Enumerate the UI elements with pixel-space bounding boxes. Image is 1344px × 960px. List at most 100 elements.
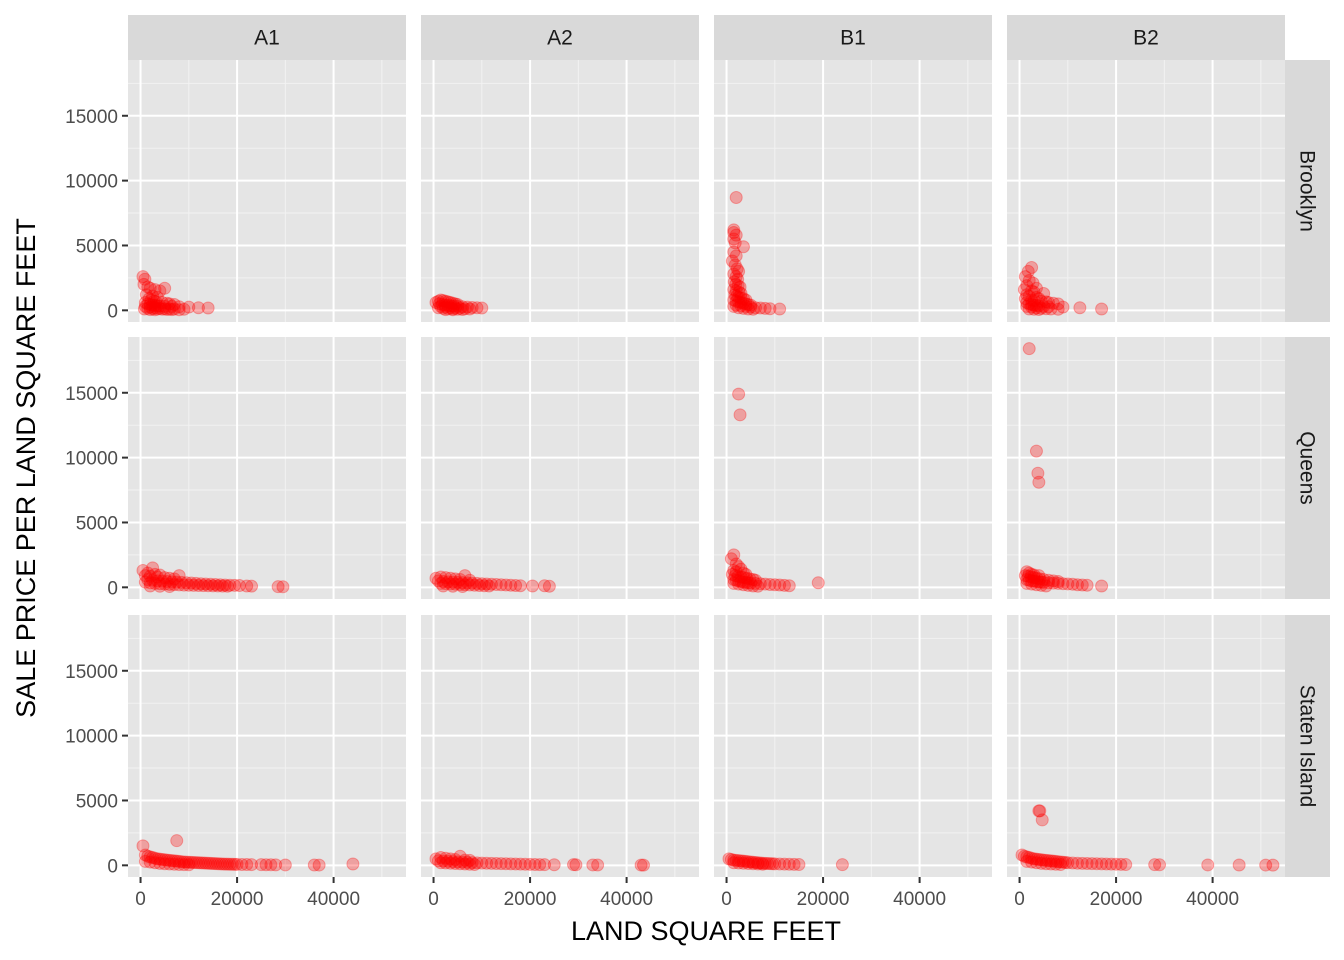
data-point [1039, 853, 1053, 867]
data-point [172, 578, 186, 592]
x-tick-label: 20000 [211, 889, 264, 910]
data-point [230, 857, 244, 871]
data-point [494, 857, 508, 871]
data-point [567, 858, 581, 872]
panel-background [128, 60, 406, 322]
data-point [211, 857, 225, 871]
data-point [1029, 856, 1043, 870]
data-point [1037, 853, 1051, 867]
data-point [143, 569, 157, 583]
data-point [446, 296, 460, 310]
data-point [480, 856, 494, 870]
data-point [167, 578, 181, 592]
data-point [429, 296, 443, 310]
row-strip-label: Staten Island [1296, 685, 1319, 808]
data-point [160, 296, 174, 310]
data-point [513, 857, 527, 871]
data-point [170, 854, 184, 868]
data-point [1090, 857, 1104, 871]
data-point [155, 302, 169, 316]
data-point [148, 856, 162, 870]
data-point [201, 579, 215, 593]
data-point [533, 858, 547, 872]
data-point [768, 857, 782, 871]
data-point [782, 857, 796, 871]
data-point [153, 299, 167, 313]
data-point [1022, 342, 1036, 356]
data-point [434, 570, 448, 584]
data-point [1051, 302, 1065, 316]
row-strip-staten-island [1285, 615, 1330, 877]
panel-background [128, 615, 406, 877]
data-point [734, 286, 748, 300]
data-point [1033, 572, 1047, 586]
data-point [216, 579, 230, 593]
data-point [1085, 857, 1099, 871]
data-point [1027, 852, 1041, 866]
data-point [439, 856, 453, 870]
data-point [456, 855, 470, 869]
data-point [465, 576, 479, 590]
data-point [763, 857, 777, 871]
data-point [734, 299, 748, 313]
data-point [504, 578, 518, 592]
data-point [138, 848, 152, 862]
data-point [446, 302, 460, 316]
data-point [739, 297, 753, 311]
data-point [468, 578, 482, 592]
x-tick-label: 40000 [600, 889, 653, 910]
data-point [189, 576, 203, 590]
data-point [499, 578, 513, 592]
panel-b1-queens [714, 337, 992, 599]
data-point [136, 270, 150, 284]
data-point [1022, 297, 1036, 311]
data-point [137, 277, 151, 291]
data-point [431, 294, 445, 308]
y-axes: 0 5000 10000 15000 0 5000 10000 15000 0 5000 10000… [65, 107, 128, 877]
data-point [167, 572, 181, 586]
data-point [141, 301, 155, 315]
panel-background [714, 615, 992, 877]
data-point [254, 858, 268, 872]
data-point [446, 575, 460, 589]
data-point [453, 857, 467, 871]
data-point [758, 301, 772, 315]
data-point [429, 852, 443, 866]
data-point [743, 572, 757, 586]
data-point [446, 303, 460, 317]
data-point [141, 280, 155, 294]
panel-a2-brooklyn [421, 60, 699, 322]
data-point [163, 853, 177, 867]
data-point [736, 296, 750, 310]
data-point [172, 569, 186, 583]
data-point [777, 578, 791, 592]
data-point [729, 294, 743, 308]
data-point [734, 574, 748, 588]
data-point [741, 302, 755, 316]
data-point [165, 575, 179, 589]
data-point [751, 856, 765, 870]
data-point [463, 578, 477, 592]
data-point [143, 281, 157, 295]
data-point [153, 856, 167, 870]
panel-background [714, 60, 992, 322]
data-point [143, 850, 157, 864]
data-point [138, 569, 152, 583]
data-point [484, 856, 498, 870]
data-point [727, 573, 741, 587]
data-point [441, 298, 455, 312]
data-point [240, 579, 254, 593]
data-point [1015, 848, 1029, 862]
data-point [773, 578, 787, 592]
y-tick-label: 10000 [65, 727, 118, 748]
data-point [199, 856, 213, 870]
data-point [525, 579, 539, 593]
data-point [732, 290, 746, 304]
panel-b2-brooklyn [1007, 60, 1285, 322]
data-point [1054, 858, 1068, 872]
data-point [731, 272, 745, 286]
data-point [1025, 567, 1039, 581]
x-tick-label: 0 [135, 889, 146, 910]
data-point [1021, 569, 1035, 583]
data-point [1025, 855, 1039, 869]
